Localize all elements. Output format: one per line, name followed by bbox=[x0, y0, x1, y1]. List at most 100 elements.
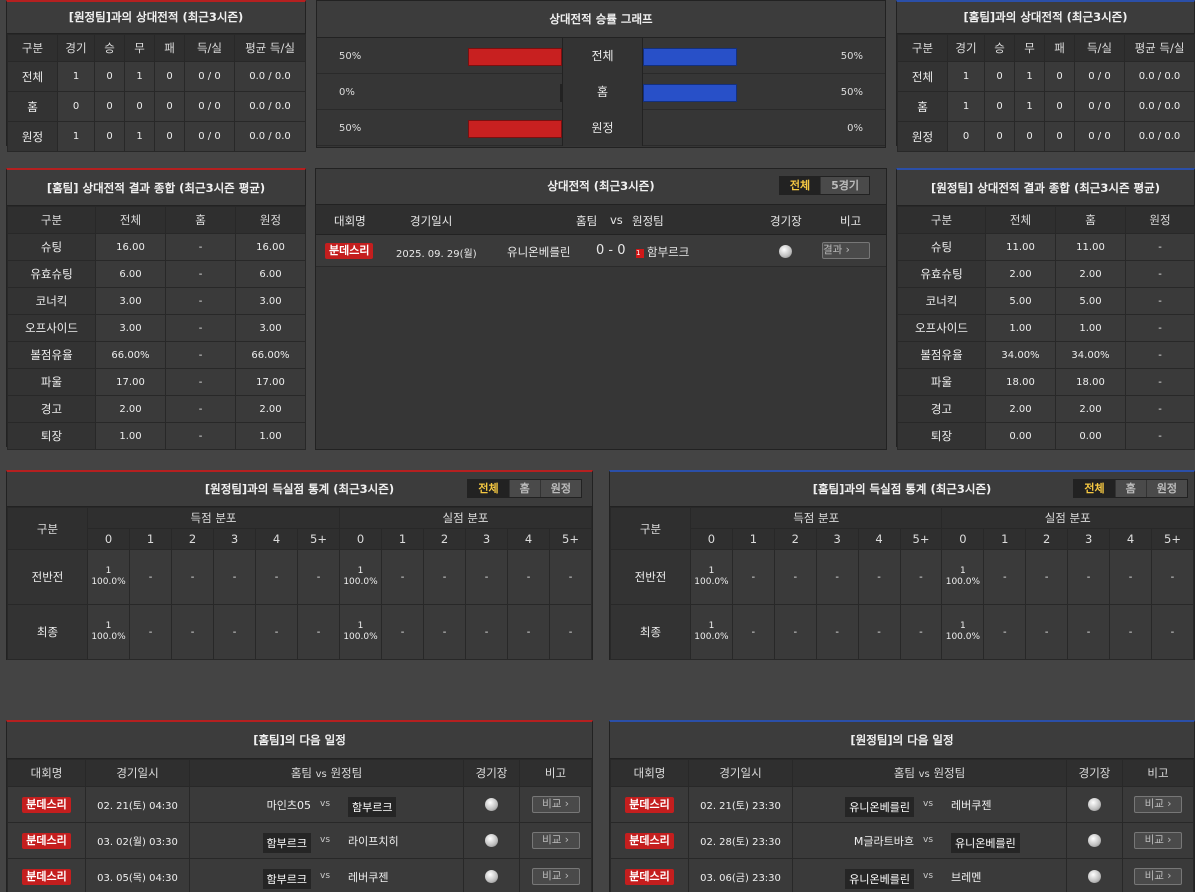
row-label: 최종 bbox=[7, 604, 88, 660]
venue-cell bbox=[1066, 822, 1123, 859]
tab-home[interactable]: 홈 bbox=[508, 480, 540, 497]
bin-header: 2 bbox=[423, 528, 466, 550]
row-label: 오프사이드 bbox=[897, 314, 986, 342]
bin-header: 2 bbox=[1025, 528, 1069, 550]
away-team[interactable]: 레버쿠젠 bbox=[348, 871, 389, 884]
home-team[interactable]: 유니온베를린 bbox=[845, 797, 914, 817]
table-row: 전반전 1 100.0% - - - - -1 100.0% - - - - - bbox=[610, 549, 1195, 605]
dist-cell: - bbox=[255, 549, 298, 605]
goal-stats-right-panel: [홈팀]과의 득실점 통계 (최근3시즌) 전체 홈 원정 구분 득점 분포 실점 … bbox=[609, 470, 1195, 660]
col-header: 평균 득/실 bbox=[1124, 34, 1195, 62]
away-team[interactable]: 브레멘 bbox=[951, 871, 982, 884]
bin-header: 5+ bbox=[899, 528, 943, 550]
tab-all[interactable]: 전체 bbox=[468, 480, 509, 497]
header-row: 대회명 경기일시 홈팀 vs 원정팀 경기장 비고 bbox=[7, 759, 592, 787]
away-team[interactable]: 유니온베를린 bbox=[951, 833, 1020, 853]
cell: 0 bbox=[984, 91, 1015, 122]
home-team[interactable]: 함부르크 bbox=[262, 869, 311, 889]
stadium-icon[interactable] bbox=[779, 245, 792, 258]
cell: 0.0 / 0.0 bbox=[1124, 91, 1195, 122]
result-button[interactable]: 결과 › bbox=[822, 242, 870, 259]
league-cell: 분데스리 bbox=[7, 786, 86, 823]
home-team[interactable]: M글라트바흐 bbox=[853, 835, 914, 848]
teams-cell: 유니온베를린 vs 브레멘 bbox=[792, 858, 1067, 892]
cell: 0.00 bbox=[985, 422, 1056, 450]
stadium-icon[interactable] bbox=[1088, 834, 1101, 847]
row-label: 최종 bbox=[610, 604, 691, 660]
away-summary-panel: [원정팀] 상대전적 결과 종합 (최근3시즌 평균) 구분 전체 홈 원정 슈팅 11.… bbox=[896, 168, 1195, 450]
dist-cell: - bbox=[1025, 549, 1069, 605]
compare-button[interactable]: 비교 › bbox=[1134, 796, 1182, 813]
home-h2h-title: [홈팀]과의 상대전적 (최근3시즌) bbox=[897, 2, 1194, 34]
row-label: 코너킥 bbox=[897, 287, 986, 315]
cell: 0 bbox=[1014, 121, 1045, 152]
col-header: 무 bbox=[1014, 34, 1045, 62]
dist-cell: - bbox=[1025, 604, 1069, 660]
cell: 1 bbox=[947, 61, 985, 92]
compare-button-label: 비교 bbox=[542, 798, 562, 810]
tab-away[interactable]: 원정 bbox=[539, 480, 581, 497]
cell: - bbox=[165, 341, 236, 369]
compare-button[interactable]: 비교 › bbox=[531, 796, 580, 813]
dist-cell: 1 100.0% bbox=[941, 604, 985, 660]
match-home-team[interactable]: 유니온베를린 bbox=[507, 245, 571, 259]
graph-row: 50% 원정 0% bbox=[317, 110, 885, 146]
hdr-vs: vs bbox=[918, 769, 930, 780]
tab-home[interactable]: 홈 bbox=[1114, 480, 1146, 497]
dist-cell: - bbox=[129, 604, 172, 660]
col-header: 평균 득/실 bbox=[234, 34, 306, 62]
dist-cell: 1 100.0% bbox=[87, 604, 130, 660]
col-header: 경기일시 bbox=[688, 759, 793, 787]
stadium-icon[interactable] bbox=[485, 870, 498, 883]
cell: 3.00 bbox=[95, 287, 166, 315]
dist-cell: - bbox=[255, 604, 298, 660]
col-header: 대회명 bbox=[7, 759, 86, 787]
match-away-team[interactable]: 함부르크 bbox=[647, 245, 690, 259]
compare-button[interactable]: 비교 › bbox=[1134, 832, 1182, 849]
away-team[interactable]: 라이프치히 bbox=[348, 835, 399, 848]
compare-button[interactable]: 비교 › bbox=[1134, 868, 1182, 885]
home-team[interactable]: 유니온베를린 bbox=[845, 869, 914, 889]
tab-last5[interactable]: 5경기 bbox=[820, 177, 869, 194]
league-badge[interactable]: 분데스리 bbox=[325, 243, 374, 259]
league-badge[interactable]: 분데스리 bbox=[625, 832, 674, 849]
compare-button[interactable]: 비교 › bbox=[531, 868, 580, 885]
percent: 100.0% bbox=[91, 632, 126, 642]
league-badge[interactable]: 분데스리 bbox=[625, 796, 674, 813]
league-badge[interactable]: 분데스리 bbox=[22, 796, 71, 813]
cell: 2.00 bbox=[95, 395, 166, 423]
league-badge[interactable]: 분데스리 bbox=[625, 868, 674, 885]
table-row: 오프사이드 3.00-3.00 bbox=[7, 314, 306, 342]
cell: 3.00 bbox=[95, 314, 166, 342]
cell: 1.00 bbox=[1055, 314, 1126, 342]
compare-button[interactable]: 비교 › bbox=[531, 832, 580, 849]
away-team[interactable]: 함부르크 bbox=[348, 797, 397, 817]
cell: 0 bbox=[94, 61, 125, 92]
col-header: 구분 bbox=[7, 34, 58, 62]
tab-away[interactable]: 원정 bbox=[1145, 480, 1187, 497]
stadium-icon[interactable] bbox=[485, 798, 498, 811]
league-badge[interactable]: 분데스리 bbox=[22, 868, 71, 885]
away-team[interactable]: 레버쿠젠 bbox=[951, 799, 992, 812]
tab-all[interactable]: 전체 bbox=[1074, 480, 1115, 497]
stadium-icon[interactable] bbox=[1088, 798, 1101, 811]
dist-cell: - bbox=[731, 604, 775, 660]
home-team[interactable]: 마인츠05 bbox=[266, 799, 311, 812]
compare-button-label: 비교 bbox=[542, 870, 562, 882]
league-badge[interactable]: 분데스리 bbox=[22, 832, 71, 849]
vs-label: vs bbox=[320, 799, 331, 809]
compare-button-label: 비교 bbox=[1144, 798, 1164, 810]
table-row: 코너킥 3.00-3.00 bbox=[7, 287, 306, 315]
home-team[interactable]: 함부르크 bbox=[262, 833, 311, 853]
stadium-icon[interactable] bbox=[1088, 870, 1101, 883]
dist-cell: - bbox=[213, 604, 256, 660]
table-row: 파울 18.00 18.00- bbox=[897, 368, 1195, 396]
note-cell: 비교 › bbox=[519, 786, 592, 823]
dist-cell: - bbox=[549, 549, 592, 605]
cell: 1.00 bbox=[235, 422, 306, 450]
dist-cell: - bbox=[731, 549, 775, 605]
venue-cell bbox=[1066, 786, 1123, 823]
stadium-icon[interactable] bbox=[485, 834, 498, 847]
col-header: 패 bbox=[154, 34, 185, 62]
tab-all[interactable]: 전체 bbox=[779, 177, 821, 194]
